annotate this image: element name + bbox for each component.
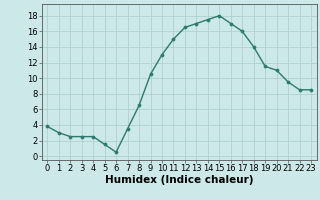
X-axis label: Humidex (Indice chaleur): Humidex (Indice chaleur): [105, 175, 253, 185]
